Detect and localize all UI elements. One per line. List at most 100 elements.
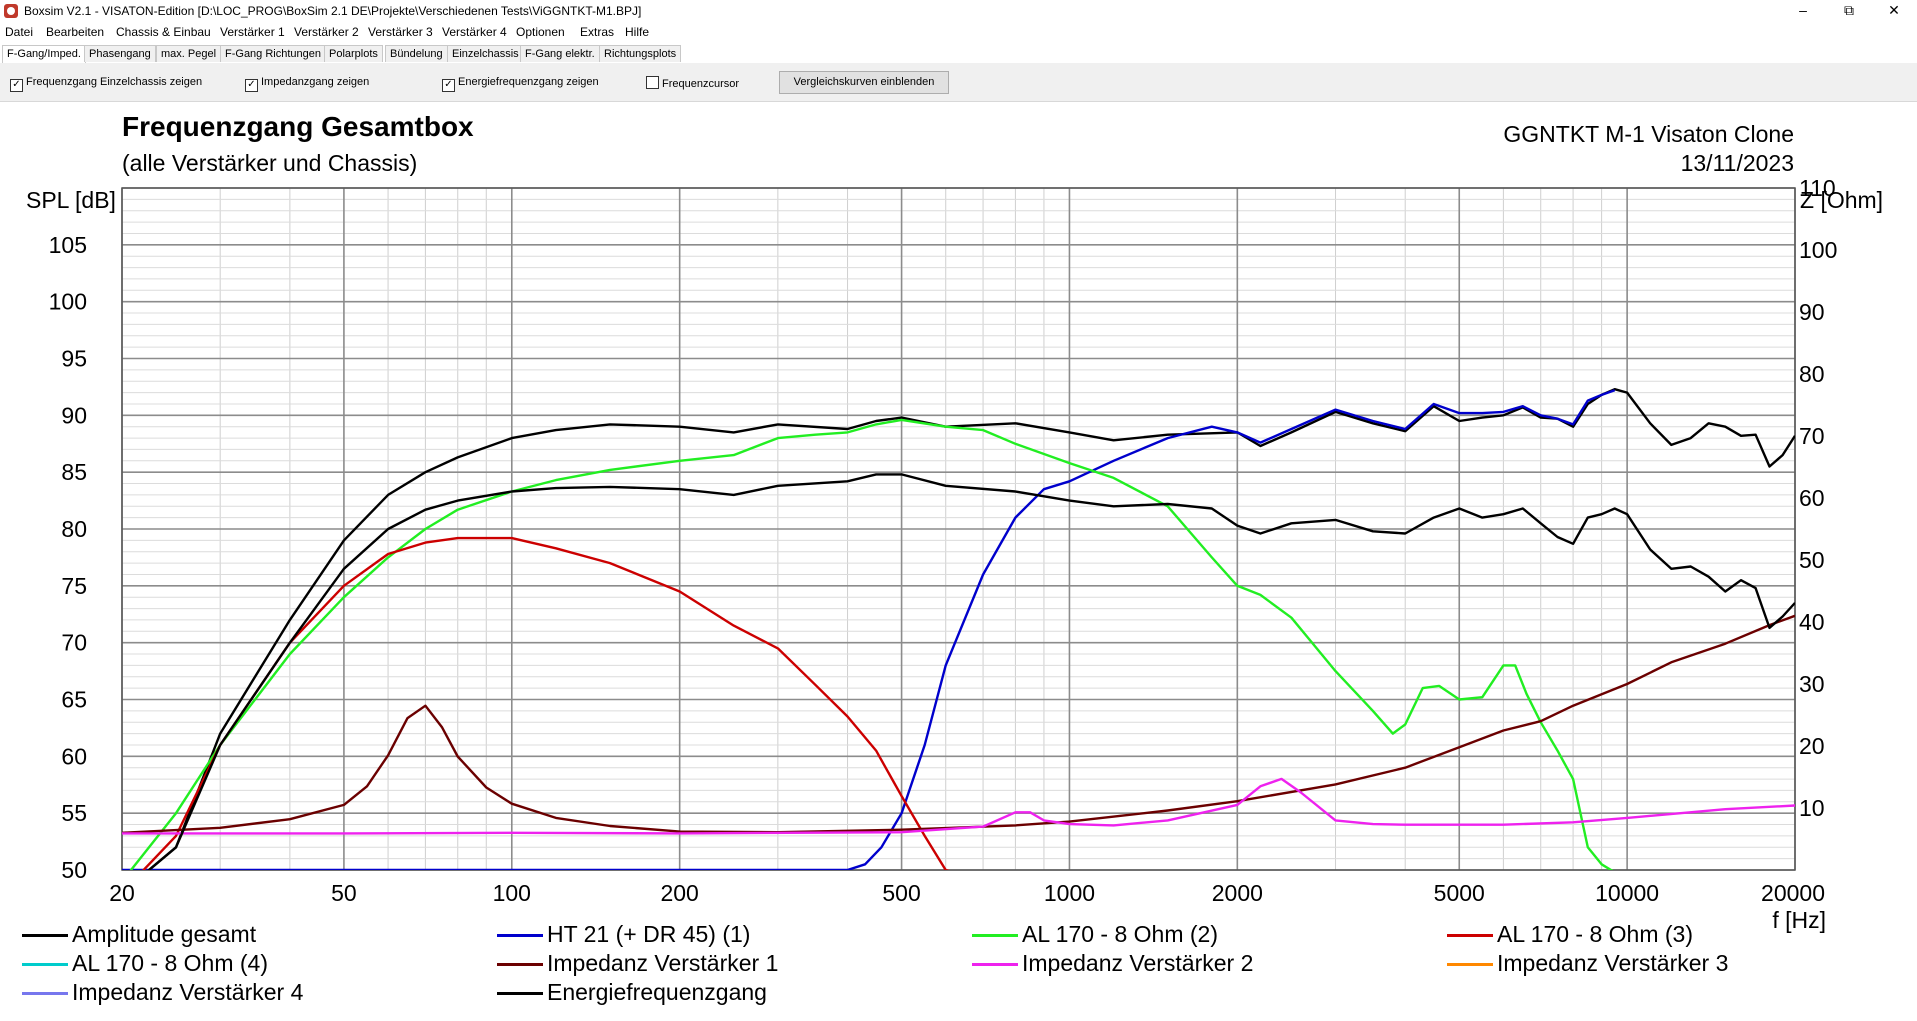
y-tick-label-right: 100 — [1799, 237, 1837, 263]
legend-label: AL 170 - 8 Ohm (4) — [72, 950, 269, 976]
x-tick-label: 5000 — [1434, 880, 1485, 906]
legend-label: HT 21 (+ DR 45) (1) — [547, 921, 751, 947]
project-date: 13/11/2023 — [1680, 150, 1794, 176]
impedanz-checkbox[interactable]: ✓ Impedanzgang zeigen — [245, 76, 369, 92]
legend-label: Impedanz Verstärker 2 — [1022, 950, 1254, 976]
window-title: Boxsim V2.1 - VISATON-Edition [D:\LOC_PR… — [24, 4, 642, 18]
y-tick-label-left: 50 — [61, 857, 87, 883]
legend-label: Impedanz Verstärker 1 — [547, 950, 779, 976]
y-tick-label-right: 110 — [1799, 175, 1836, 201]
x-tick-label: 500 — [882, 880, 920, 906]
tab-fgang-elektr[interactable]: F-Gang elektr. — [520, 45, 600, 62]
y-axis-label-right: Z [Ohm] — [1800, 187, 1883, 213]
x-tick-label: 20 — [109, 880, 135, 906]
x-tick-label: 2000 — [1212, 880, 1263, 906]
y-axis-label-left: SPL [dB] — [26, 187, 116, 213]
legend-swatch — [22, 992, 68, 995]
tab-richtungsplots[interactable]: Richtungsplots — [599, 45, 682, 62]
menu-verstaerker-4[interactable]: Verstärker 4 — [442, 25, 507, 39]
tab-polarplots[interactable]: Polarplots — [324, 45, 383, 62]
impedanz-label: Impedanzgang zeigen — [261, 76, 370, 88]
menu-hilfe[interactable]: Hilfe — [625, 25, 650, 39]
menu-datei[interactable]: Datei — [5, 25, 34, 39]
minimize-button[interactable]: – — [1799, 2, 1807, 18]
energie-checkbox[interactable]: ✓ Energiefrequenzgang zeigen — [442, 76, 599, 92]
x-tick-label: 10000 — [1595, 880, 1659, 906]
tab-fgang-richtungen[interactable]: F-Gang Richtungen — [220, 45, 326, 62]
legend-label: Energiefrequenzgang — [547, 979, 767, 1005]
legend-swatch — [22, 934, 68, 937]
series-line — [141, 536, 950, 870]
x-tick-label: 200 — [660, 880, 698, 906]
series-line — [122, 389, 1616, 870]
y-tick-label-right: 40 — [1799, 609, 1825, 635]
tab-fgang-imped[interactable]: F-Gang/Imped. — [2, 45, 86, 63]
menu-bar: Datei Bearbeiten Chassis & Einbau Verstä… — [0, 22, 1917, 42]
close-button[interactable]: ✕ — [1888, 2, 1900, 18]
vergleichskurven-button[interactable]: Vergleichskurven einblenden — [779, 71, 949, 94]
legend-label: Amplitude gesamt — [72, 921, 257, 947]
legend-swatch — [22, 963, 68, 966]
frequenzcursor-checkbox[interactable]: Frequenzcursor — [646, 76, 739, 90]
series-line — [147, 473, 1795, 870]
frequenzcursor-label: Frequenzcursor — [662, 78, 740, 90]
x-tick-label: 20000 — [1761, 880, 1825, 906]
tab-phasengang[interactable]: Phasengang — [84, 45, 156, 62]
options-toolbar: ✓ Frequenzgang Einzelchassis zeigen ✓ Impe… — [0, 63, 1917, 102]
tab-max-pegel[interactable]: max. Pegel — [156, 45, 222, 62]
series-line — [122, 777, 1795, 835]
menu-verstaerker-3[interactable]: Verstärker 3 — [368, 25, 433, 39]
y-tick-label-left: 95 — [61, 346, 87, 372]
chart-subtitle: (alle Verstärker und Chassis) — [122, 150, 418, 176]
einzelchassis-checkbox[interactable]: ✓ Frequenzgang Einzelchassis zeigen — [10, 76, 202, 92]
series-line — [147, 388, 1795, 870]
legend-label: Impedanz Verstärker 4 — [72, 979, 304, 1005]
legend-swatch — [497, 934, 543, 937]
check-icon: ✓ — [10, 79, 23, 92]
tab-bar: F-Gang/Imped. Phasengang max. Pegel F-Ga… — [0, 45, 1917, 63]
project-name: GGNTKT M-1 Visaton Clone — [1503, 121, 1794, 147]
einzelchassis-label: Frequenzgang Einzelchassis zeigen — [26, 76, 203, 88]
legend-swatch — [1447, 963, 1493, 966]
y-tick-label-left: 85 — [61, 459, 87, 485]
menu-chassis-einbau[interactable]: Chassis & Einbau — [116, 25, 211, 39]
menu-extras[interactable]: Extras — [580, 25, 615, 39]
plot-frame — [121, 187, 1796, 871]
unchecked-box-icon — [646, 76, 659, 89]
series-line — [129, 418, 1614, 870]
maximize-button[interactable]: ⧉ — [1844, 2, 1854, 18]
menu-verstaerker-2[interactable]: Verstärker 2 — [294, 25, 359, 39]
tab-einzelchassis[interactable]: Einzelchassis — [447, 45, 524, 62]
boxsim-app-icon — [4, 4, 18, 18]
legend-swatch — [1447, 934, 1493, 937]
chart-title: Frequenzgang Gesamtbox — [122, 111, 474, 142]
y-tick-label-right: 30 — [1799, 671, 1825, 697]
y-tick-label-left: 105 — [49, 232, 87, 258]
y-tick-label-right: 70 — [1799, 423, 1825, 449]
y-tick-label-left: 80 — [61, 516, 87, 542]
y-tick-label-right: 80 — [1799, 361, 1825, 387]
window-titlebar: Boxsim V2.1 - VISATON-Edition [D:\LOC_PR… — [0, 0, 1917, 22]
legend-swatch — [972, 934, 1018, 937]
y-tick-label-left: 65 — [61, 687, 87, 713]
series-line — [122, 614, 1795, 834]
legend-label: AL 170 - 8 Ohm (2) — [1022, 921, 1219, 947]
x-tick-label: 100 — [493, 880, 531, 906]
check-icon: ✓ — [245, 79, 258, 92]
y-tick-label-left: 100 — [49, 289, 87, 315]
legend-swatch — [497, 992, 543, 995]
menu-optionen[interactable]: Optionen — [516, 25, 565, 39]
check-icon: ✓ — [442, 79, 455, 92]
y-tick-label-left: 90 — [61, 402, 87, 428]
y-tick-label-right: 90 — [1799, 299, 1825, 325]
menu-verstaerker-1[interactable]: Verstärker 1 — [220, 25, 285, 39]
y-tick-label-right: 10 — [1799, 795, 1825, 821]
legend-label: Impedanz Verstärker 3 — [1497, 950, 1729, 976]
energie-label: Energiefrequenzgang zeigen — [458, 76, 599, 88]
menu-bearbeiten[interactable]: Bearbeiten — [46, 25, 105, 39]
y-tick-label-right: 50 — [1799, 547, 1825, 573]
y-tick-label-left: 55 — [61, 800, 87, 826]
y-tick-label-right: 60 — [1799, 485, 1825, 511]
legend-swatch — [972, 963, 1018, 966]
